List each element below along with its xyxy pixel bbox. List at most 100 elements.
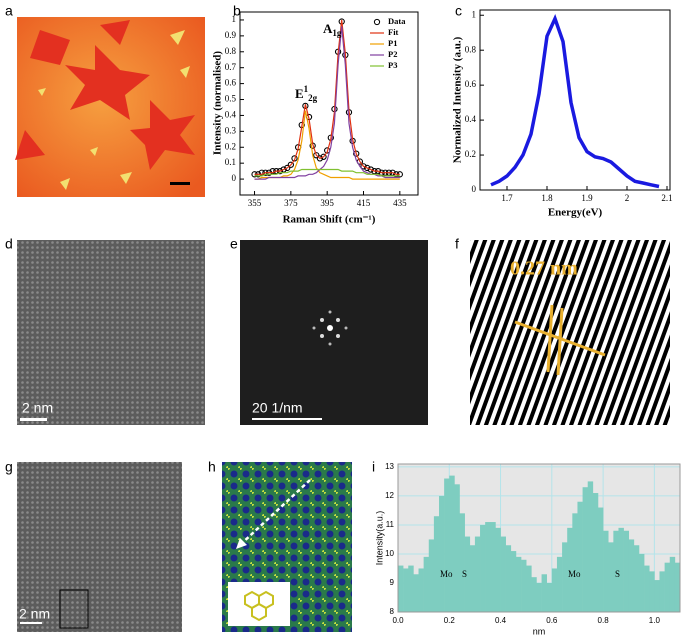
scale-label: 20 1/nm — [252, 400, 303, 416]
bar — [633, 545, 640, 612]
data-point — [313, 152, 320, 159]
data-point — [302, 102, 309, 110]
bar — [418, 568, 424, 612]
x-tick-label: 355 — [248, 198, 262, 208]
bar — [433, 516, 440, 612]
y-tick-label: 0.7 — [225, 62, 237, 72]
bar — [398, 565, 404, 612]
series-line — [254, 26, 400, 180]
bar — [474, 536, 481, 612]
x-tick-label: 1.9 — [581, 193, 593, 203]
panel-label: f — [455, 236, 459, 252]
peak-label-main: E — [295, 86, 304, 101]
annotation: Mo — [568, 569, 581, 579]
bar — [536, 582, 542, 612]
bar — [556, 556, 563, 612]
bar — [577, 501, 583, 612]
bar — [423, 556, 430, 612]
bar — [674, 562, 681, 612]
y-axis-label: Normalized Intensity (a.u.) — [452, 36, 464, 163]
stem-image: 2 nm — [17, 462, 182, 632]
bar — [449, 475, 455, 612]
bar — [628, 539, 635, 612]
data-point — [360, 163, 367, 170]
y-tick-label: 0.6 — [225, 78, 237, 88]
x-tick-label: 0.4 — [495, 616, 507, 625]
data-point — [287, 161, 295, 168]
bar — [408, 565, 414, 612]
peak-label: E12g — [295, 84, 318, 103]
y-tick-label: 1 — [472, 9, 477, 19]
panel-label: a — [5, 3, 13, 19]
plot-frame — [397, 463, 681, 613]
y-tick-label: 0.3 — [225, 125, 237, 135]
y-tick-label: 12 — [385, 491, 394, 500]
bar — [521, 559, 527, 612]
bar — [587, 481, 594, 612]
peak-label-sub: 2g — [308, 93, 318, 103]
y-tick-label: 0.4 — [465, 114, 477, 124]
y-tick-label: 11 — [386, 520, 395, 529]
bar — [413, 574, 419, 612]
annotation: S — [462, 569, 467, 579]
data-point — [367, 166, 374, 173]
y-tick-label: 1 — [232, 14, 237, 24]
bar — [510, 551, 517, 612]
y-tick-label: 0 — [232, 173, 237, 183]
bar — [505, 545, 512, 612]
bar — [480, 524, 486, 612]
y-tick-label: 0.1 — [225, 157, 236, 167]
peak-label-sub: 1g — [332, 28, 342, 38]
scale-label: 2 nm — [19, 606, 50, 622]
x-tick-label: 415 — [357, 198, 371, 208]
legend-marker — [373, 18, 381, 26]
bar — [526, 565, 532, 612]
y-tick-label: 13 — [385, 462, 394, 471]
x-tick-label: 0.8 — [598, 616, 610, 625]
y-tick-label: 9 — [390, 578, 395, 587]
x-tick-label: 1.8 — [541, 193, 553, 203]
panel-label: i — [372, 459, 375, 475]
data-point — [363, 164, 371, 172]
bar — [541, 574, 547, 612]
bar — [485, 522, 491, 612]
optical-image — [15, 17, 205, 197]
legend-label: Fit — [388, 27, 399, 37]
y-tick-label: 0.6 — [465, 79, 477, 89]
scale-label: 2 nm — [22, 400, 53, 416]
x-tick-label: 1.7 — [501, 193, 513, 203]
y-tick-label: 0 — [472, 184, 477, 194]
bar — [490, 522, 496, 612]
bar — [403, 568, 409, 612]
bar — [669, 556, 676, 612]
series-line — [490, 14, 660, 189]
legend-label: P2 — [388, 49, 397, 59]
bar — [618, 527, 624, 612]
x-axis-label: Energy(eV) — [548, 207, 603, 219]
bar — [608, 542, 614, 612]
bar — [515, 556, 522, 612]
bar — [638, 553, 645, 612]
y-tick-label: 0.8 — [465, 44, 477, 54]
bar — [572, 513, 578, 612]
bar — [597, 507, 604, 612]
plot-frame — [479, 9, 671, 191]
bar — [613, 530, 619, 612]
panel-label: h — [208, 459, 216, 475]
filtered-image — [222, 462, 352, 632]
data-point — [320, 153, 327, 160]
data-point — [353, 150, 360, 157]
x-tick-label: 375 — [284, 198, 298, 208]
annotation: S — [615, 569, 620, 579]
scale-label: 0.27 nm — [510, 258, 578, 280]
bar — [664, 562, 671, 612]
bar — [531, 577, 537, 612]
peak-label: A1g — [323, 21, 342, 38]
bar — [551, 568, 558, 612]
panel-label: d — [5, 236, 13, 252]
bar — [567, 527, 573, 612]
data-point — [316, 155, 324, 162]
y-tick-label: 8 — [390, 607, 395, 616]
bar — [439, 495, 445, 612]
